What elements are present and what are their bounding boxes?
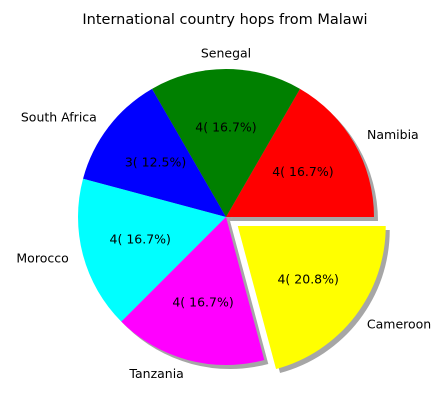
category-label-morocco: Morocco [16, 251, 68, 266]
percent-label-south-africa: 3( 12.5%) [125, 154, 186, 169]
percent-label-senegal: 4( 16.7%) [195, 120, 256, 135]
category-label-cameroon: Cameroon [367, 317, 431, 332]
pie-slice-senegal [152, 68, 300, 217]
percent-labels: 4( 16.7%) 4( 16.7%) 3( 12.5%) 4( 16.7%) 4( 1… [110, 120, 339, 310]
pie-slice-namibia [226, 88, 374, 217]
category-label-namibia: Namibia [367, 127, 419, 142]
category-label-south-africa: South Africa [21, 109, 97, 124]
percent-label-tanzania: 4( 16.7%) [172, 294, 233, 309]
pie-slice-tanzania [121, 217, 265, 365]
pie-slice-cameroon [237, 226, 386, 369]
category-label-tanzania: Tanzania [128, 366, 183, 381]
percent-label-cameroon: 4( 20.8%) [277, 272, 338, 287]
chart-title: International country hops from Malawi [82, 12, 367, 28]
percent-label-morocco: 4( 16.7%) [110, 231, 171, 246]
pie-slice-south-africa [83, 88, 227, 217]
percent-label-namibia: 4( 16.7%) [272, 164, 333, 179]
category-labels: Namibia Senegal South Africa Morocco Tanzani… [16, 46, 431, 381]
category-label-senegal: Senegal [201, 46, 251, 61]
pie-slices [78, 68, 386, 369]
pie-slice-morocco [78, 178, 227, 322]
